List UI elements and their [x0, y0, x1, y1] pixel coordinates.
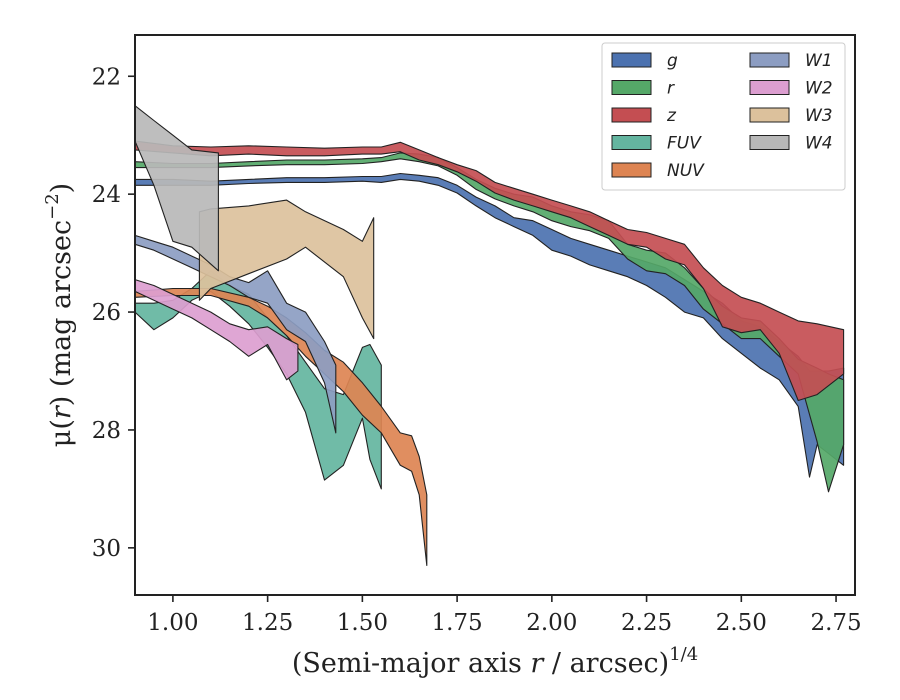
- band-w3: [198, 199, 375, 340]
- legend-label-fuv: FUV: [667, 134, 702, 154]
- y-tick-label: 26: [92, 300, 121, 326]
- band-g: [134, 172, 845, 478]
- y-axis-label: μ(r) (mag arcsec−2): [42, 183, 77, 447]
- y-tick-label: 22: [92, 64, 121, 90]
- x-tick-label: 1.25: [242, 610, 293, 636]
- legend-swatch-fuv: [611, 135, 652, 150]
- plot-frame: [134, 34, 856, 596]
- x-tick-label: 2.75: [810, 610, 861, 636]
- x-axis-label: (Semi-major axis r / arcsec)1/4: [292, 644, 698, 679]
- legend-swatch-nuv: [611, 162, 652, 178]
- legend-swatch-g: [611, 52, 652, 68]
- y-axis-ticks: 22 24 26 28 30: [92, 64, 135, 562]
- x-tick-label: 2.50: [716, 610, 767, 636]
- legend-frame: [601, 42, 846, 191]
- x-axis-ticks: 1.00 1.25 1.50 1.75 2.00 2.25 2.50 2.75: [147, 595, 862, 636]
- legend-swatch-w1: [749, 52, 790, 68]
- legend-swatch-w2: [749, 80, 790, 95]
- legend-swatch-z: [611, 107, 652, 123]
- legend-swatch-r: [611, 80, 652, 95]
- legend-swatch-w4: [749, 135, 790, 150]
- legend-label-w3: W3: [805, 106, 833, 126]
- band-z: [134, 140, 845, 402]
- legend-label-w1: W1: [805, 51, 833, 71]
- legend-label-z: z: [666, 106, 677, 126]
- x-tick-label: 1.75: [431, 610, 482, 636]
- legend-label-w2: W2: [805, 79, 833, 99]
- legend-swatch-w3: [749, 107, 790, 123]
- legend-label-w4: W4: [805, 134, 833, 154]
- y-tick-label: 30: [92, 536, 121, 562]
- legend-label-r: r: [667, 79, 675, 99]
- band-nuv: [134, 287, 428, 567]
- band-w4: [134, 105, 219, 272]
- x-tick-label: 1.00: [147, 610, 198, 636]
- x-tick-label: 2.25: [621, 610, 672, 636]
- legend-label-nuv: NUV: [667, 161, 705, 181]
- x-tick-label: 1.50: [337, 610, 388, 636]
- x-tick-label: 2.00: [526, 610, 577, 636]
- legend: grz FUV NUV W1 W2 W3 W4: [601, 42, 846, 191]
- y-tick-label: 28: [92, 418, 121, 444]
- y-tick-label: 24: [92, 182, 121, 208]
- band-w2: [134, 279, 299, 381]
- band-layer: [134, 105, 845, 567]
- legend-label-g: g: [667, 51, 678, 71]
